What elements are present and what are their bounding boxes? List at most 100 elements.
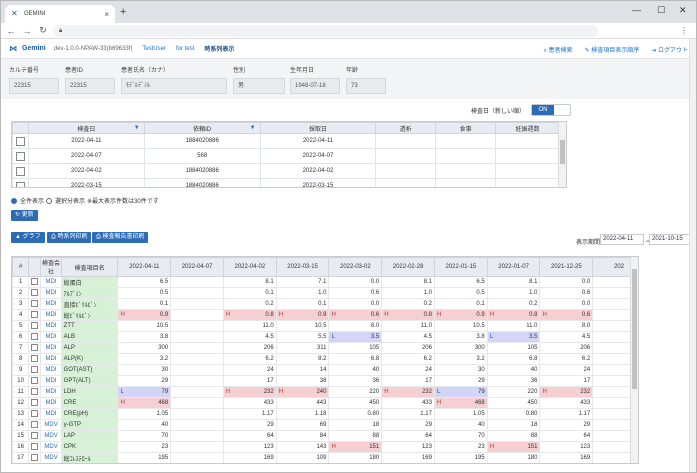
row-checkbox-cell[interactable]	[28, 375, 42, 387]
back-icon[interactable]: ←	[6, 25, 16, 36]
col-collect-date[interactable]: 採取日	[259, 122, 377, 134]
row-checkbox-cell[interactable]	[28, 430, 42, 442]
visit-row[interactable]: 2022-04-11 1884020886 2022-04-11	[12, 133, 560, 149]
browser-tab[interactable]: ✕ GEMINI ×	[5, 5, 115, 23]
result-row[interactable]: 1 MDI 総蛋白 6.5 8.1 7.1 0.0 8.1 6.5 8.1 0.0	[12, 276, 638, 288]
row-checkbox-cell[interactable]	[28, 397, 42, 409]
row-checkbox-cell[interactable]	[28, 408, 42, 420]
scroll-thumb[interactable]	[632, 269, 637, 389]
row-checkbox-cell[interactable]	[28, 386, 42, 398]
patient-search-link[interactable]: ⌕ 患者検索	[543, 48, 573, 54]
result-row[interactable]: 3 MDI 直接ﾋﾞﾘﾙﾋﾞﾝ 0.1 0.2 0.1 0.0 0.2 0.1 0.2 0.0	[12, 298, 638, 310]
row-checkbox[interactable]	[31, 344, 39, 352]
col-exam-date[interactable]: 検査日 ▼	[27, 122, 145, 134]
period-to-input[interactable]: 2021-10-15	[649, 234, 693, 245]
results-scrollbar[interactable]	[630, 257, 638, 463]
visit-row-checkbox-cell[interactable]	[12, 148, 29, 164]
result-row[interactable]: 15 MDV LAP 70 64 84 88 64 70 88 64	[12, 430, 638, 442]
row-checkbox-cell[interactable]	[28, 287, 42, 299]
org-link[interactable]: for test	[176, 45, 195, 52]
row-checkbox[interactable]	[31, 443, 39, 451]
col-pregnancy[interactable]: 妊娠週数	[495, 122, 560, 134]
result-row[interactable]: 10 MDI GPT(ALT) 29 17 38 36 17 29 36 17	[12, 375, 638, 387]
result-row[interactable]: 13 MDI CRE(pH) 1.05 1.17 1.18 0.80 1.17 1.05 0.80…	[12, 408, 638, 420]
row-checkbox-cell[interactable]	[28, 309, 42, 321]
row-checkbox-cell[interactable]	[28, 276, 42, 288]
scroll-thumb[interactable]	[560, 140, 565, 164]
graph-button[interactable]: ▲ グラフ	[11, 232, 45, 243]
row-checkbox[interactable]	[31, 289, 39, 297]
row-checkbox-cell[interactable]	[28, 342, 42, 354]
result-row[interactable]: 11 MDI LDH L 79 H 232 H 240 220 H 232 L 79 220 H 232	[12, 386, 638, 398]
row-checkbox[interactable]	[31, 388, 39, 396]
visit-row[interactable]: 2022-03-15 1884020886 2022-03-15	[12, 178, 560, 187]
url-field[interactable]: 🔒︎	[53, 25, 598, 37]
result-row[interactable]: 17 MDV 総ｺﾚｽﾃﾛｰﾙ 195 169 109 180 169 195 180 169	[12, 452, 638, 463]
visit-row-checkbox[interactable]	[15, 136, 25, 146]
radio-all[interactable]	[11, 197, 17, 204]
forward-icon[interactable]: →	[22, 25, 32, 36]
user-link[interactable]: TestUser	[142, 45, 167, 52]
row-checkbox-cell[interactable]	[28, 353, 42, 365]
browser-menu-icon[interactable]: ⋮	[680, 26, 688, 35]
result-row[interactable]: 7 MDI ALP 300 206 311 105 206 300 105 206	[12, 342, 638, 354]
col-request-id[interactable]: 依頼ID ▼	[143, 122, 261, 134]
new-tab-button[interactable]: +	[120, 6, 127, 18]
refresh-button[interactable]: ↻ 更新	[11, 210, 38, 221]
row-checkbox[interactable]	[31, 399, 39, 407]
row-checkbox[interactable]	[31, 322, 39, 330]
page-scrollbar[interactable]	[689, 39, 696, 472]
radio-selected[interactable]	[46, 197, 53, 204]
row-checkbox-cell[interactable]	[28, 452, 42, 463]
sort-toggle[interactable]: ON	[531, 104, 572, 116]
visit-row[interactable]: 2022-04-07 568 2022-04-07	[12, 148, 560, 164]
row-checkbox[interactable]	[31, 421, 39, 429]
result-row[interactable]: 16 MDV CPK 23 123 143 H 151 123 23 H 151 123	[12, 441, 638, 453]
visit-row-checkbox[interactable]	[15, 181, 25, 187]
row-checkbox-cell[interactable]	[28, 298, 42, 310]
visit-row-checkbox[interactable]	[15, 151, 25, 161]
result-row[interactable]: 9 MDI GOT(AST) 30 24 14 40 24 30 40 24	[12, 364, 638, 376]
row-checkbox-cell[interactable]	[28, 320, 42, 332]
row-checkbox[interactable]	[31, 333, 39, 341]
window-close-icon[interactable]: ✕	[679, 5, 687, 15]
row-checkbox[interactable]	[31, 300, 39, 308]
row-checkbox[interactable]	[31, 278, 39, 286]
visit-row[interactable]: 2022-04-02 1884020886 2022-04-02	[12, 163, 560, 179]
row-checkbox[interactable]	[31, 432, 39, 440]
row-checkbox[interactable]	[31, 355, 39, 363]
result-row[interactable]: 5 MDI ZTT 10.5 11.0 10.5 8.0 11.0 10.5 11.0 8.0	[12, 320, 638, 332]
row-checkbox[interactable]	[31, 410, 39, 418]
item-order-link[interactable]: ✎ 検査項目表示順序	[584, 48, 640, 54]
visit-row-checkbox[interactable]	[15, 166, 25, 176]
print-report-button[interactable]: ⎙ 検査報告書印刷	[92, 232, 149, 243]
row-checkbox-cell[interactable]	[28, 331, 42, 343]
row-checkbox-cell[interactable]	[28, 364, 42, 376]
sort-icon[interactable]: ▼	[249, 125, 256, 131]
row-checkbox-cell[interactable]	[28, 419, 42, 431]
result-row[interactable]: 12 MDI CRE H 468 433 443 450 433 H 468 450 433	[12, 397, 638, 409]
sort-icon[interactable]: ▼	[133, 125, 140, 131]
visit-row-checkbox-cell[interactable]	[12, 133, 29, 149]
row-checkbox[interactable]	[31, 311, 39, 319]
minimize-icon[interactable]: —	[632, 5, 641, 15]
visit-scrollbar[interactable]	[558, 122, 566, 187]
close-tab-icon[interactable]: ×	[104, 9, 109, 19]
result-row[interactable]: 6 MDI ALB 3.8 4.5 5.5 L 3.5 4.5 3.8 L 3.5 4.5	[12, 331, 638, 343]
row-checkbox[interactable]	[31, 366, 39, 374]
col-meal[interactable]: 食事	[435, 122, 497, 134]
maximize-icon[interactable]: ☐	[657, 5, 666, 15]
result-row[interactable]: 4 MDI 総ﾋﾞﾘﾙﾋﾞﾝ H 0.9 H 0.8 H 0.9 H 0.6 H 0.8 H 0.9 H 0.8…	[12, 309, 638, 321]
visit-row-checkbox-cell[interactable]	[12, 178, 29, 187]
period-from-input[interactable]: 2022-04-11	[600, 234, 644, 245]
row-checkbox[interactable]	[31, 377, 39, 385]
row-checkbox[interactable]	[31, 454, 39, 462]
result-row[interactable]: 2 MDI ｱﾙﾌﾞﾐﾝ 0.5 0.1 1.0 0.6 1.0 0.5 1.0 0.6	[12, 287, 638, 299]
result-row[interactable]: 14 MDV γ-GTP 40 29 69 18 29 40 18 29	[12, 419, 638, 431]
result-row[interactable]: 8 MDI ALP(K) 3.2 6.2 8.2 6.8 6.2 3.2 6.8 6.2	[12, 353, 638, 365]
reload-icon[interactable]: ↻	[39, 25, 47, 35]
logout-link[interactable]: ⇥ ログアウト	[651, 48, 688, 54]
row-checkbox-cell[interactable]	[28, 441, 42, 453]
col-dialysis[interactable]: 透析	[375, 122, 437, 134]
visit-row-checkbox-cell[interactable]	[12, 163, 29, 179]
